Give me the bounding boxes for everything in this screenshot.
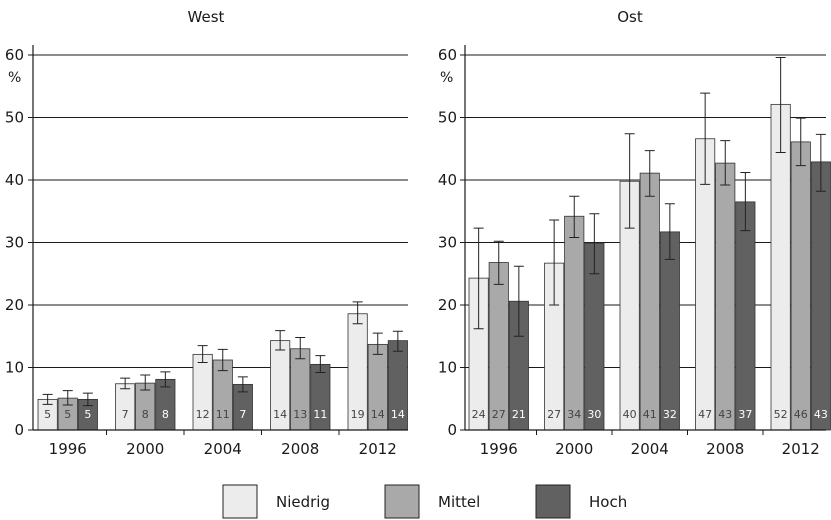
- data-label: 40: [623, 408, 637, 421]
- data-label: 14: [371, 408, 385, 421]
- x-tick-label: 2012: [359, 440, 397, 458]
- y-tick-label: 10: [5, 359, 24, 377]
- bar: [115, 383, 136, 431]
- bar: [715, 162, 736, 431]
- panel-ost: 0 10 20 30 40 50 60 24 27 40 47 52 27 34 41 43 46 21 30 32 3…: [438, 45, 831, 458]
- legend-swatch-mittel: [384, 484, 420, 519]
- x-tick-label: 1996: [49, 440, 87, 458]
- y-tick-label: 0: [447, 421, 457, 439]
- legend: Niedrig Mittel Hoch: [222, 484, 627, 519]
- data-label: 27: [547, 408, 561, 421]
- data-label: 46: [794, 408, 808, 421]
- y-tick-label: 30: [5, 234, 24, 252]
- data-label: 21: [512, 408, 526, 421]
- data-label: 11: [313, 408, 327, 421]
- data-label: 32: [663, 408, 677, 421]
- data-label: 14: [391, 408, 405, 421]
- y-tick-label: 50: [5, 109, 24, 127]
- x-tick-label: 2008: [281, 440, 319, 458]
- y-tick-label: 30: [438, 234, 457, 252]
- bar: [639, 172, 660, 431]
- y-tick-label: 60: [5, 46, 24, 64]
- bar: [810, 161, 831, 431]
- data-label: 34: [567, 408, 581, 421]
- x-tick-label: 2008: [706, 440, 744, 458]
- bar: [659, 231, 680, 431]
- legend-label-mittel: Mittel: [438, 493, 480, 511]
- data-label: 5: [84, 408, 91, 421]
- x-tick-label: 2012: [782, 440, 820, 458]
- y-tick-label: 0: [14, 421, 24, 439]
- data-label: 5: [64, 408, 71, 421]
- data-label: 7: [122, 408, 129, 421]
- data-label: 37: [738, 408, 752, 421]
- data-label: 52: [774, 408, 788, 421]
- data-label: 5: [44, 408, 51, 421]
- data-label: 43: [718, 408, 732, 421]
- bar: [564, 215, 585, 431]
- data-label: 43: [814, 408, 828, 421]
- y-tick-label: 10: [438, 359, 457, 377]
- y-tick-label: 20: [438, 296, 457, 314]
- x-tick-label: 2000: [555, 440, 593, 458]
- data-label: 19: [351, 408, 365, 421]
- y-tick-label: 20: [5, 296, 24, 314]
- x-tick-label: 2000: [126, 440, 164, 458]
- x-tick-label: 2004: [204, 440, 242, 458]
- data-label: 14: [273, 408, 287, 421]
- bar: [488, 262, 509, 431]
- data-label: 27: [492, 408, 506, 421]
- bar: [790, 141, 811, 431]
- panel-title-ost: Ost: [617, 8, 643, 26]
- bar: [735, 201, 756, 431]
- data-label: 30: [587, 408, 601, 421]
- data-label: 8: [142, 408, 149, 421]
- legend-swatch-niedrig: [222, 484, 258, 519]
- data-label: 7: [239, 408, 246, 421]
- data-label: 47: [698, 408, 712, 421]
- x-tick-label: 2004: [631, 440, 669, 458]
- panel-title-west: West: [188, 8, 225, 26]
- unit-label-ost: %: [440, 70, 453, 86]
- legend-swatch-hoch: [535, 484, 571, 519]
- y-tick-label: 60: [438, 46, 457, 64]
- data-label: 24: [472, 408, 486, 421]
- data-label: 13: [293, 408, 307, 421]
- legend-label-hoch: Hoch: [589, 493, 627, 511]
- y-tick-label: 50: [438, 109, 457, 127]
- legend-label-niedrig: Niedrig: [276, 493, 330, 511]
- y-tick-label: 40: [5, 171, 24, 189]
- data-label: 12: [196, 408, 210, 421]
- x-tick-label: 1996: [480, 440, 518, 458]
- bar: [770, 103, 791, 431]
- data-label: 8: [162, 408, 169, 421]
- y-tick-label: 40: [438, 171, 457, 189]
- data-label: 41: [643, 408, 657, 421]
- data-label: 11: [216, 408, 230, 421]
- unit-label-west: %: [8, 70, 21, 86]
